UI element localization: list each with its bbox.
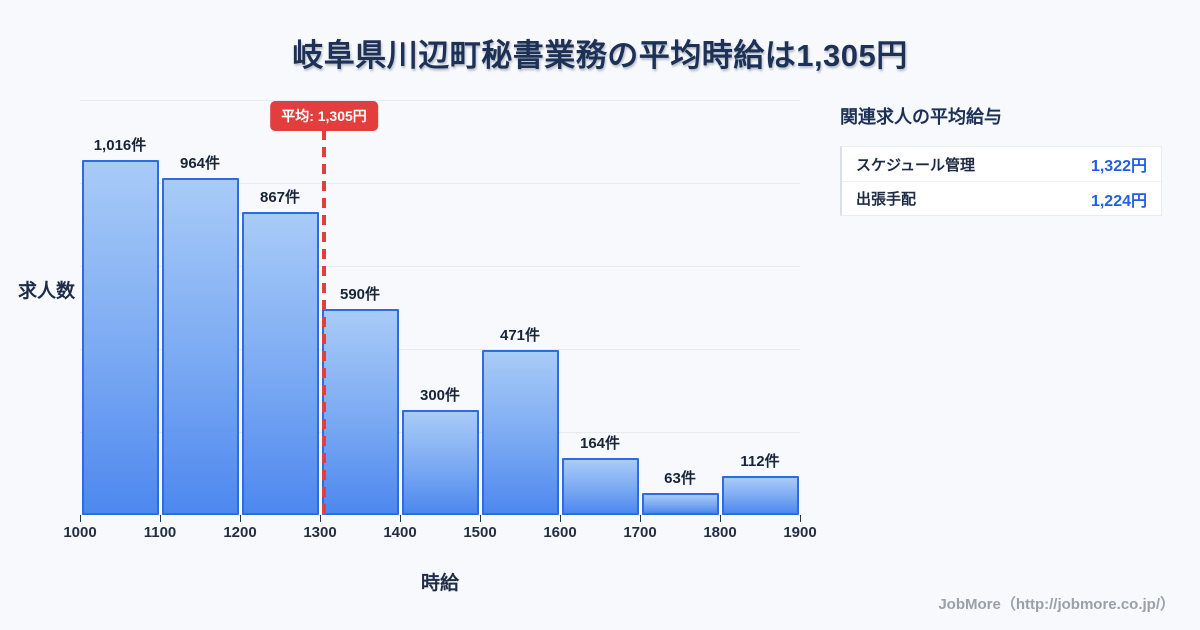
page-title: 岐阜県川辺町秘書業務の平均時給は1,305円 <box>292 38 908 73</box>
related-jobs-panel: 関連求人の平均給与 スケジュール管理 1,322円出張手配 1,224円 <box>840 103 1162 216</box>
x-axis-tick <box>319 515 321 522</box>
histogram-bar-1000-1100 <box>81 160 159 515</box>
related-job-wage: 1,322円 <box>1090 158 1147 175</box>
histogram-bar-1600-1700 <box>561 458 639 515</box>
average-badge: 平均: 1,305円 <box>270 101 378 131</box>
related-job-wage: 1,224円 <box>1090 192 1147 210</box>
x-axis-label: 時給 <box>420 573 459 594</box>
footer-credit: JobMore（http://jobmore.co.jp/） <box>938 596 1175 613</box>
x-axis-tick <box>719 515 721 522</box>
related-jobs-card: スケジュール管理 1,322円出張手配 1,224円 <box>840 146 1162 216</box>
x-axis-tick <box>159 515 161 522</box>
bar-value-label: 964件 <box>179 155 221 172</box>
histogram-bar-1100-1200 <box>161 178 239 515</box>
x-axis-tick <box>799 515 801 522</box>
related-jobs-title: 関連求人の平均給与 <box>840 107 1002 127</box>
histogram-bar-1700-1800 <box>641 493 719 515</box>
gridline <box>80 100 800 101</box>
x-axis-tick-label: 1400 <box>383 524 417 541</box>
bar-value-label: 867件 <box>259 189 301 206</box>
histogram-bar-1800-1900 <box>721 476 799 515</box>
x-axis-tick <box>399 515 401 522</box>
histogram-bar-1400-1500 <box>401 410 479 515</box>
bar-value-label: 1,016件 <box>93 137 147 154</box>
related-job-row: 出張手配 1,224円 <box>842 181 1161 215</box>
bar-value-label: 471件 <box>499 327 541 344</box>
x-axis-tick <box>479 515 481 522</box>
average-line <box>322 130 326 515</box>
x-axis-tick-label: 1500 <box>463 524 497 541</box>
related-job-name: 出張手配 <box>856 191 917 208</box>
bar-value-label: 63件 <box>664 470 696 487</box>
x-axis-tick <box>79 515 81 522</box>
x-axis-tick-label: 1300 <box>303 524 337 541</box>
gridline <box>80 183 800 184</box>
x-axis-tick-label: 1800 <box>703 524 737 541</box>
x-axis-tick-label: 1900 <box>783 524 817 541</box>
x-axis-tick-label: 1700 <box>623 524 657 541</box>
bar-value-label: 590件 <box>339 286 381 303</box>
x-axis-tick <box>559 515 561 522</box>
histogram-bar-1300-1400 <box>321 309 399 515</box>
x-axis-tick-label: 1200 <box>223 524 257 541</box>
y-axis-label: 求人数 <box>18 281 76 302</box>
histogram-bar-1200-1300 <box>241 212 319 515</box>
related-job-row: スケジュール管理 1,322円 <box>842 147 1161 181</box>
x-axis-tick <box>239 515 241 522</box>
wage-histogram-chart: 1,016件 964件 867件 590件 300件 471件 164件 63件 112件 平均… <box>18 100 817 594</box>
bar-value-label: 300件 <box>419 387 461 404</box>
related-job-name: スケジュール管理 <box>856 156 975 174</box>
x-axis-tick-label: 1000 <box>63 524 97 541</box>
gridline <box>80 266 800 267</box>
x-axis-tick-label: 1100 <box>143 524 177 541</box>
x-axis-tick-label: 1600 <box>543 524 577 541</box>
bar-value-label: 164件 <box>579 435 621 452</box>
histogram-bar-1500-1600 <box>481 350 559 515</box>
bar-value-label: 112件 <box>740 453 780 470</box>
x-axis-tick <box>639 515 641 522</box>
gridline <box>80 349 800 350</box>
